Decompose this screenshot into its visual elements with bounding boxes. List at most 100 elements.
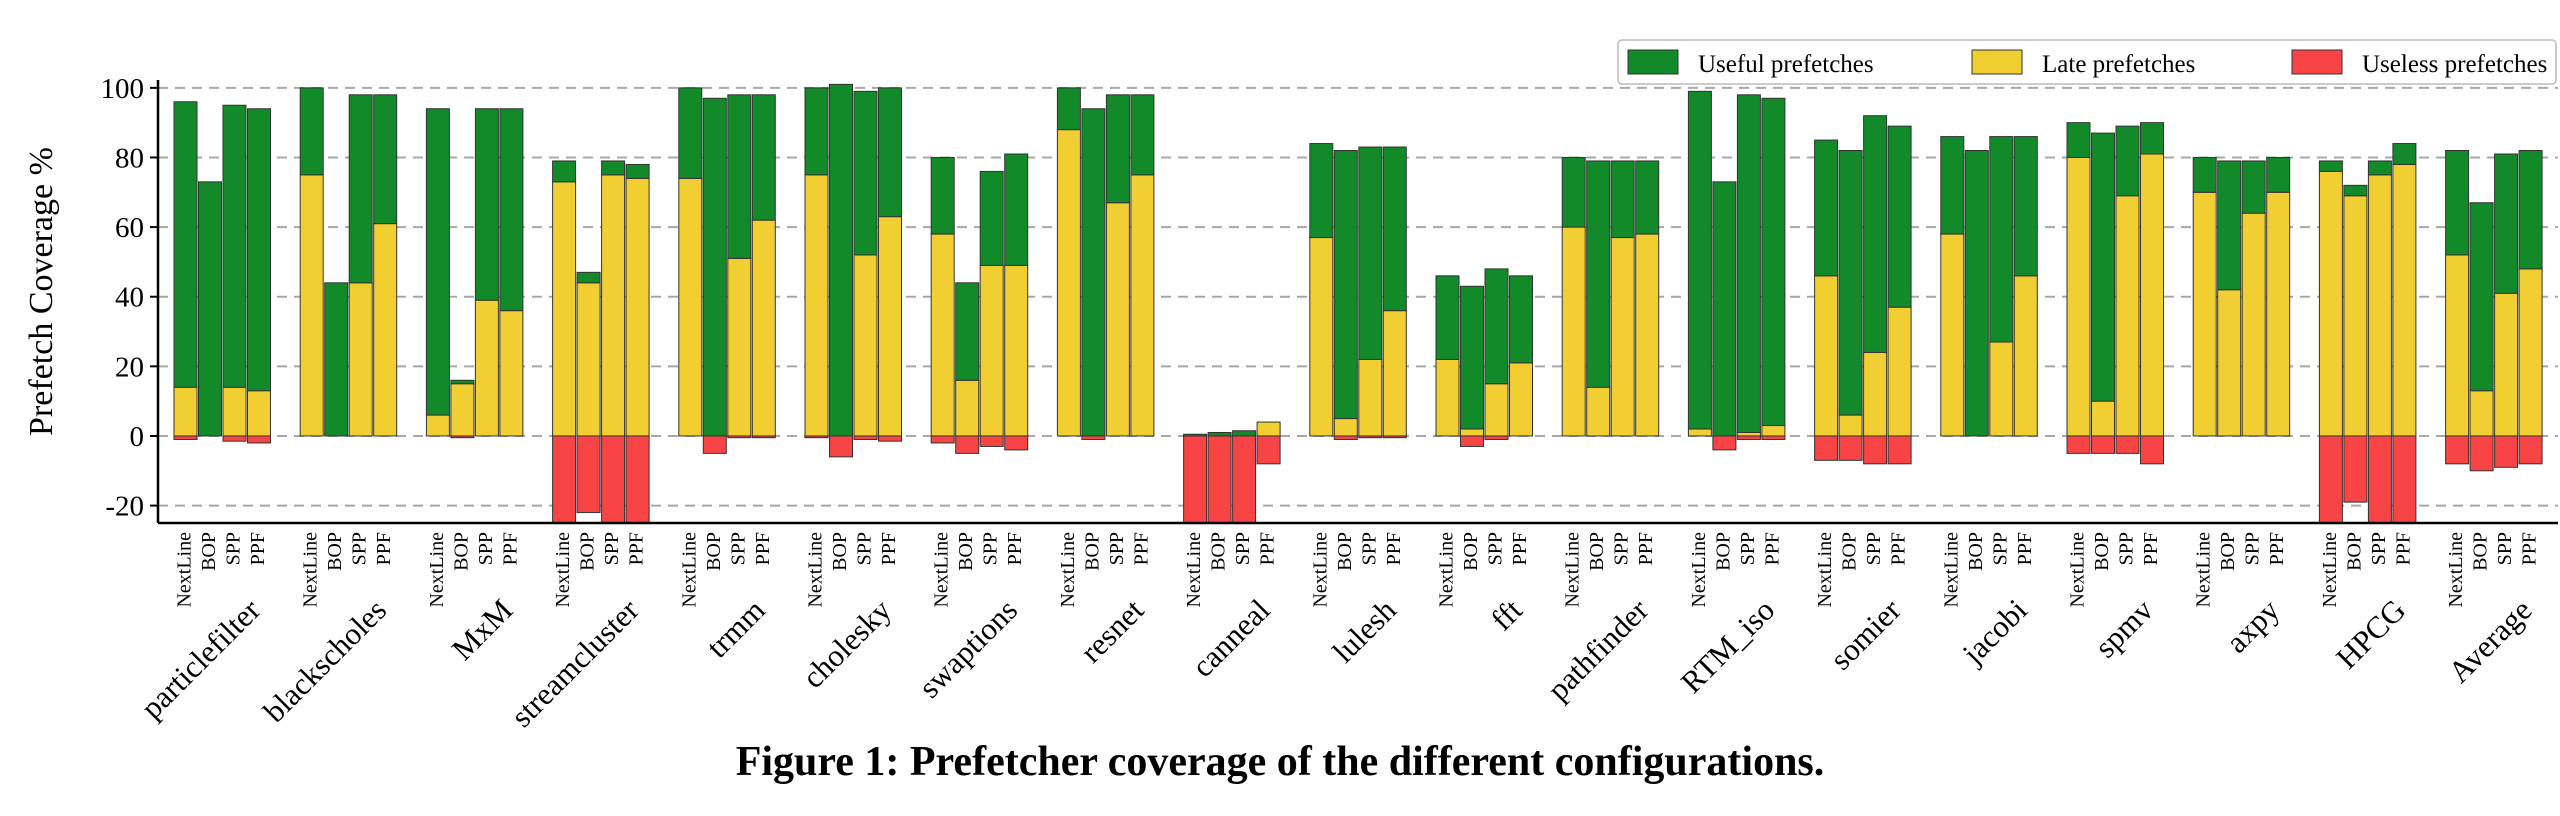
legend-label: Useless prefetches [2362,51,2547,78]
benchmark-label: lulesh [1326,592,1403,669]
config-tick-label: NextLine [552,532,574,608]
config-tick-label: SPP [1358,532,1380,565]
bar-useful [1863,115,1888,353]
config-tick-label: BOP [955,532,977,571]
bar-late [1382,310,1407,437]
config-tick-label: SPP [2116,532,2138,565]
bar-useless [804,435,829,439]
config-tick-label: BOP [450,532,472,571]
bar-useful [552,160,577,183]
bar-useful [2140,122,2164,155]
config-tick-label: BOP [2343,532,2365,571]
bar-useless [450,435,475,439]
bar-useful [2343,184,2368,197]
bar-late [2217,289,2242,437]
benchmark-label: axpy [2219,592,2287,660]
bar-late [2241,212,2266,437]
config-tick-label: PPF [1383,532,1405,565]
bar-useful [2241,160,2266,214]
config-tick-label: SPP [2242,532,2264,565]
config-tick-label: SPP [1106,532,1128,565]
bar-late [1863,351,1888,437]
bar-late [678,177,703,437]
config-tick-label: BOP [1081,532,1103,571]
legend-swatch [1627,49,1679,75]
bar-late [2266,191,2291,437]
config-tick-label: NextLine [2193,532,2215,608]
bar-useless [2367,435,2392,524]
bar-useful [1736,94,1761,433]
config-tick-label: BOP [2091,532,2113,571]
bar-useful [853,90,878,256]
bar-late [373,223,398,437]
bar-useful [450,379,475,385]
bar-useful [1130,94,1155,176]
config-tick-label: PPF [373,532,395,565]
bar-late [2392,163,2417,437]
bar-late [1940,233,1965,437]
config-tick-label: SPP [1737,532,1759,565]
config-tick-label: BOP [1208,532,1230,571]
config-tick-label: NextLine [300,532,322,608]
bar-late [2066,156,2091,437]
bar-useful [1687,90,1712,430]
bar-useful [173,101,198,388]
bar-useful [601,160,626,176]
bar-useful [2494,153,2519,294]
config-tick-label: BOP [1839,532,1861,571]
bar-useless [1183,435,1208,524]
y-tick-label: 60 [115,212,144,244]
config-tick-label: BOP [324,532,346,571]
y-tick-label: 80 [115,142,144,174]
bar-late [2140,153,2164,437]
bar-useless [727,435,752,439]
bar-useful [1964,150,1989,437]
config-tick-label: NextLine [174,532,196,608]
bar-useless [751,435,776,439]
benchmark-label: particlefilter [134,592,268,726]
bar-useful [1382,146,1407,312]
bar-late [222,386,247,437]
bar-late [804,174,829,437]
bar-useless [1358,435,1383,439]
bar-useful [1940,136,1965,235]
bar-useful [1484,268,1509,385]
bar-useful [1232,430,1257,437]
bar-late [499,310,524,437]
bar-late [1435,358,1460,437]
bar-late [1610,237,1635,437]
bar-useful [702,97,727,437]
bar-late [1761,425,1786,437]
bar-useful [1509,275,1533,364]
bar-late [1358,358,1383,437]
bar-useful [299,87,324,176]
config-tick-label: NextLine [1309,532,1331,608]
bar-late [751,219,776,437]
config-tick-label: PPF [878,532,900,565]
bar-late [2518,268,2543,437]
bar-useless [1887,435,1912,465]
benchmark-label: pathfinder [1540,592,1655,707]
bar-useful [1712,181,1737,437]
benchmark-label: blackscholes [256,592,393,729]
bar-useless [576,435,601,514]
bar-useful [2392,143,2417,165]
bar-late [2091,400,2115,437]
bar-late [299,174,324,437]
bar-useless [552,435,577,524]
benchmark-label: streamcluster [504,592,646,730]
bar-late [1814,275,1839,437]
y-tick-label: 20 [115,351,144,383]
bar-useful [804,87,829,176]
benchmark-label: jacobi [1955,592,2034,671]
config-tick-label: PPF [626,532,648,565]
config-tick-label: NextLine [426,532,448,608]
config-tick-label: BOP [829,532,851,571]
benchmark-label: swaptions [912,592,1024,704]
config-tick-label: NextLine [1688,532,1710,608]
bar-late [1460,428,1484,437]
bar-useless [1712,435,1737,451]
bar-useless [930,435,955,444]
legend-label: Late prefetches [2042,51,2195,78]
config-tick-label: BOP [703,532,725,571]
